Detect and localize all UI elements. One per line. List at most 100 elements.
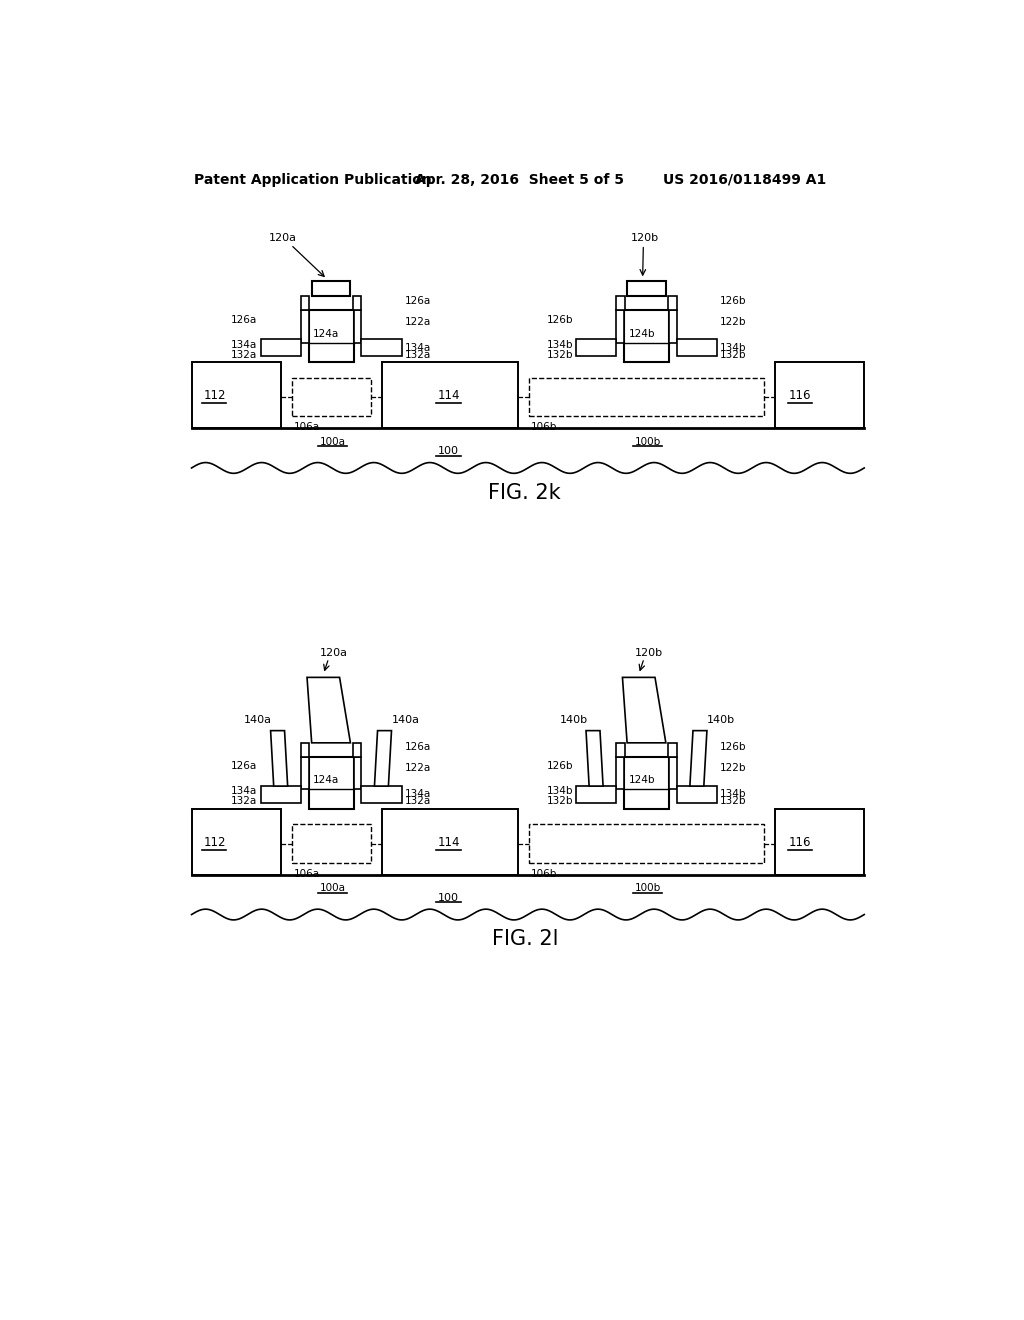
Text: 100b: 100b [635, 883, 662, 894]
Text: 100: 100 [438, 446, 459, 455]
Bar [529, 378, 764, 416]
Text: 100a: 100a [319, 883, 345, 894]
Text: 124b: 124b [629, 329, 655, 339]
Text: 134a: 134a [231, 787, 257, 796]
Text: 132a: 132a [231, 796, 257, 807]
Polygon shape [586, 731, 603, 787]
Bar [352, 743, 361, 756]
Bar [677, 339, 717, 356]
Text: 132b: 132b [720, 350, 746, 360]
Text: 132a: 132a [404, 350, 431, 360]
Bar [669, 296, 677, 310]
Text: 132b: 132b [720, 796, 746, 807]
Text: 120b: 120b [631, 234, 659, 243]
Text: 140a: 140a [391, 715, 420, 725]
Text: 112: 112 [203, 389, 225, 403]
Bar [616, 296, 625, 310]
Text: 126b: 126b [547, 314, 573, 325]
Text: 106b: 106b [531, 869, 557, 879]
Text: 120b: 120b [635, 648, 663, 657]
Text: 120a: 120a [269, 234, 297, 243]
Text: 134b: 134b [547, 339, 573, 350]
Text: 132a: 132a [231, 350, 257, 360]
Bar [575, 339, 616, 356]
Text: 116: 116 [790, 389, 812, 403]
Bar [627, 281, 666, 296]
Bar [352, 296, 361, 310]
Text: 100a: 100a [319, 437, 345, 446]
Bar [353, 310, 361, 343]
Text: US 2016/0118499 A1: US 2016/0118499 A1 [663, 173, 826, 187]
Bar [308, 310, 353, 363]
Text: 106a: 106a [294, 869, 319, 879]
Bar [669, 756, 677, 789]
Bar [191, 363, 281, 428]
Bar [616, 310, 624, 343]
Text: 126b: 126b [720, 296, 746, 306]
Text: 132a: 132a [404, 796, 431, 807]
Text: FIG. 2l: FIG. 2l [492, 929, 558, 949]
Bar [301, 743, 309, 756]
Polygon shape [307, 677, 350, 743]
Text: Apr. 28, 2016  Sheet 5 of 5: Apr. 28, 2016 Sheet 5 of 5 [415, 173, 624, 187]
Text: 126a: 126a [404, 742, 431, 752]
Text: 114: 114 [438, 389, 461, 403]
Bar [624, 756, 669, 809]
Text: 132b: 132b [547, 796, 573, 807]
Text: 134a: 134a [231, 339, 257, 350]
Text: 122b: 122b [720, 763, 746, 774]
Text: 134a: 134a [404, 343, 431, 352]
Bar [382, 363, 518, 428]
Text: 126a: 126a [404, 296, 431, 306]
Bar [669, 743, 677, 756]
Bar [361, 787, 401, 803]
Text: 140b: 140b [560, 715, 588, 725]
Text: 140b: 140b [707, 715, 735, 725]
Text: 134b: 134b [720, 343, 746, 352]
Text: Patent Application Publication: Patent Application Publication [194, 173, 432, 187]
Bar [260, 339, 301, 356]
Text: 100: 100 [438, 892, 459, 903]
Bar [775, 809, 864, 875]
Bar [382, 809, 518, 875]
Text: 134a: 134a [404, 789, 431, 799]
Text: 134b: 134b [547, 787, 573, 796]
Bar [191, 809, 281, 875]
Text: 106b: 106b [531, 422, 557, 432]
Polygon shape [623, 677, 666, 743]
Text: 132b: 132b [547, 350, 573, 360]
Bar [616, 743, 625, 756]
Bar [616, 756, 624, 789]
Text: 122b: 122b [720, 317, 746, 326]
Text: 126b: 126b [547, 762, 573, 771]
Text: 124a: 124a [313, 329, 340, 339]
Bar [775, 363, 864, 428]
Text: 112: 112 [203, 836, 225, 849]
Bar [311, 281, 350, 296]
Bar [301, 310, 308, 343]
Text: 140a: 140a [245, 715, 272, 725]
Bar [260, 787, 301, 803]
Text: 114: 114 [438, 836, 461, 849]
Text: 120a: 120a [319, 648, 347, 657]
Bar [529, 825, 764, 863]
Text: 124a: 124a [313, 775, 340, 785]
Text: 134b: 134b [720, 789, 746, 799]
Bar [677, 787, 717, 803]
Text: 116: 116 [790, 836, 812, 849]
Text: 100b: 100b [635, 437, 662, 446]
Bar [292, 378, 371, 416]
Bar [624, 310, 669, 363]
Polygon shape [270, 731, 288, 787]
Polygon shape [375, 731, 391, 787]
Text: 122a: 122a [404, 763, 431, 774]
Text: 122a: 122a [404, 317, 431, 326]
Bar [669, 310, 677, 343]
Bar [353, 756, 361, 789]
Polygon shape [690, 731, 707, 787]
Bar [361, 339, 401, 356]
Bar [308, 756, 353, 809]
Bar [292, 825, 371, 863]
Text: FIG. 2k: FIG. 2k [488, 483, 561, 503]
Text: 126b: 126b [720, 742, 746, 752]
